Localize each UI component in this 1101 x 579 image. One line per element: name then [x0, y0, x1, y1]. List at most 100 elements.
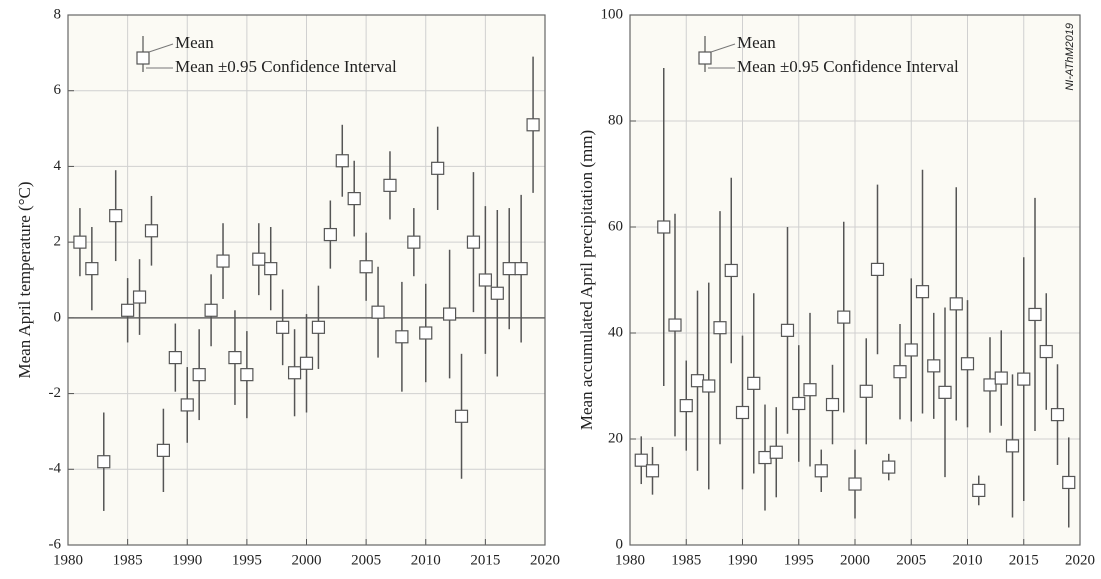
mean-marker	[180, 398, 194, 412]
mean-marker	[882, 460, 896, 474]
y-tick-label: 60	[608, 218, 623, 234]
mean-marker	[311, 320, 326, 334]
mean-marker	[168, 351, 182, 365]
mean-marker	[299, 356, 314, 370]
mean-marker	[466, 235, 481, 249]
mean-marker	[713, 321, 727, 335]
mean-marker	[690, 374, 705, 388]
mean-marker	[848, 477, 862, 491]
mean-marker	[735, 405, 750, 420]
x-tick-label: 2000	[292, 552, 322, 568]
mean-marker	[97, 455, 111, 469]
legend-label: Mean ±0.95 Confidence Interval	[175, 57, 397, 76]
mean-marker	[1039, 344, 1053, 359]
x-tick-label: 1990	[172, 552, 202, 568]
mean-marker	[679, 399, 693, 413]
mean-marker	[454, 409, 469, 423]
mean-marker	[419, 326, 433, 340]
mean-marker	[837, 310, 851, 324]
mean-marker	[287, 366, 302, 380]
mean-marker	[668, 318, 682, 332]
mean-marker	[383, 178, 397, 192]
x-tick-label: 1980	[615, 552, 645, 568]
mean-marker	[859, 384, 873, 398]
x-tick-label: 2010	[953, 552, 983, 568]
mean-marker	[109, 209, 123, 223]
mean-marker	[502, 262, 516, 276]
mean-marker	[994, 371, 1008, 385]
mean-marker	[927, 359, 941, 373]
mean-marker	[216, 254, 230, 268]
x-tick-label: 2020	[1065, 552, 1095, 568]
mean-marker	[938, 385, 952, 399]
plot-frame	[629, 14, 1081, 546]
y-tick-label: 100	[601, 6, 624, 22]
mean-marker	[724, 263, 738, 278]
mean-marker	[915, 285, 930, 299]
legend-label: Mean ±0.95 Confidence Interval	[737, 57, 959, 76]
mean-marker	[156, 443, 170, 457]
legend-marker	[698, 51, 712, 65]
mean-marker	[431, 161, 445, 175]
mean-marker	[814, 464, 828, 478]
mean-marker	[359, 260, 373, 274]
mean-marker	[803, 383, 817, 397]
mean-marker	[949, 297, 963, 311]
y-tick-label: 0	[616, 536, 624, 552]
mean-marker	[323, 227, 337, 242]
mean-marker	[960, 357, 975, 371]
x-tick-label: 1980	[53, 552, 83, 568]
mean-marker	[335, 154, 349, 168]
mean-marker	[240, 368, 254, 382]
mean-marker	[1005, 439, 1020, 453]
legend-label: Mean	[737, 33, 776, 52]
x-tick-label: 2005	[351, 552, 381, 568]
mean-marker	[276, 320, 290, 334]
mean-marker	[121, 303, 135, 317]
mean-marker	[395, 330, 409, 344]
y-tick-label: -6	[49, 536, 62, 552]
mean-marker	[407, 235, 421, 249]
mean-marker	[252, 252, 266, 266]
mean-marker	[1050, 408, 1065, 422]
x-tick-label: 1985	[113, 552, 143, 568]
legend-label: Mean	[175, 33, 214, 52]
mean-marker	[983, 378, 997, 392]
mean-marker	[490, 286, 504, 300]
mean-marker	[792, 396, 806, 411]
annotation: NI-AThM2019	[1064, 23, 1076, 91]
mean-marker	[73, 235, 87, 249]
mean-marker	[478, 273, 492, 287]
mean-marker	[645, 464, 660, 478]
x-tick-label: 2010	[411, 552, 441, 568]
legend-leader	[710, 43, 736, 53]
mean-marker	[144, 224, 159, 238]
y-tick-label: 40	[608, 324, 623, 340]
x-tick-label: 2000	[840, 552, 870, 568]
mean-marker	[204, 303, 218, 317]
x-tick-label: 1995	[784, 552, 814, 568]
y-tick-label: 80	[608, 112, 623, 128]
legend-marker	[136, 51, 150, 65]
x-tick-label: 2020	[530, 552, 560, 568]
mean-marker	[132, 290, 147, 304]
x-tick-label: 2005	[896, 552, 926, 568]
y-tick-label: 6	[54, 82, 62, 98]
mean-marker	[758, 450, 772, 465]
y-tick-label: 20	[608, 430, 623, 446]
mean-marker	[769, 445, 783, 459]
y-tick-label: 2	[54, 234, 62, 250]
mean-marker	[514, 262, 528, 276]
mean-marker	[747, 376, 761, 390]
y-tick-label: 4	[54, 158, 62, 174]
mean-marker	[780, 323, 795, 337]
y-axis-label: Mean accumulated April precipitation (mm…	[577, 130, 596, 430]
x-tick-label: 2015	[470, 552, 500, 568]
mean-marker	[972, 483, 986, 498]
mean-marker	[870, 262, 885, 276]
x-tick-label: 1990	[728, 552, 758, 568]
x-tick-label: 2015	[1009, 552, 1039, 568]
y-tick-label: 0	[54, 309, 62, 325]
mean-marker	[825, 397, 840, 412]
